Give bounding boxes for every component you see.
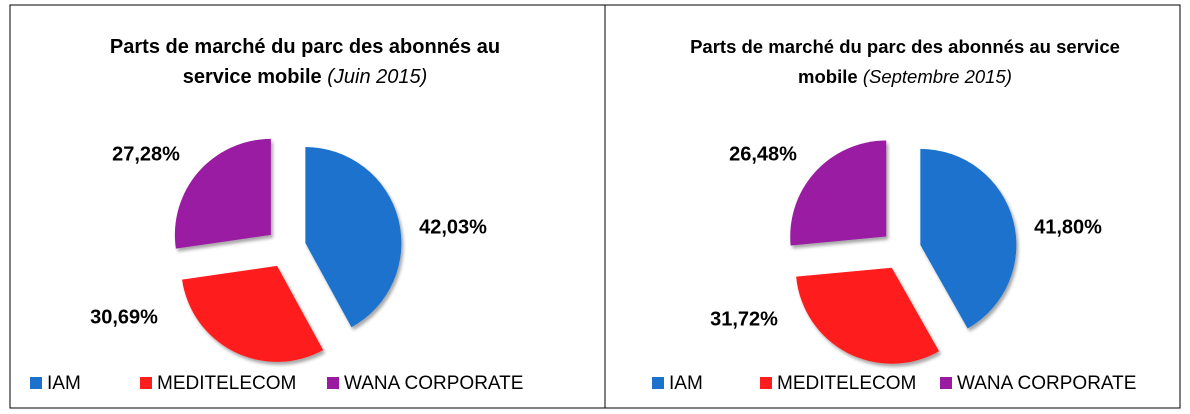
pie-slice [790, 140, 887, 246]
pie-slice [305, 147, 402, 328]
legend-swatch [140, 377, 152, 389]
legend-label: IAM [47, 373, 81, 394]
pie-slice [920, 148, 1017, 329]
pie-slice [182, 265, 324, 362]
legend-label: WANA CORPORATE [344, 373, 523, 394]
legend-swatch [30, 377, 42, 389]
data-label: 27,28% [112, 143, 180, 165]
legend-label: IAM [669, 373, 703, 394]
data-label: 31,72% [710, 308, 778, 330]
subtitle: (Septembre 2015) [862, 66, 1012, 87]
data-label: 30,69% [90, 306, 158, 328]
subtitle: (Juin 2015) [327, 66, 428, 88]
title-text: Parts de marché du parc des abonnés au s… [690, 36, 1120, 87]
data-label: 42,03% [419, 216, 487, 238]
chart-title: Parts de marché du parc des abonnés au s… [100, 32, 510, 92]
legend-label: MEDITELECOM [777, 373, 916, 394]
legend-label: MEDITELECOM [157, 373, 296, 394]
data-label: 26,48% [729, 143, 797, 165]
pie-slice [174, 138, 271, 249]
title-text: Parts de marché du parc des abonnés au s… [109, 36, 501, 88]
legend-label: WANA CORPORATE [957, 373, 1136, 394]
legend-swatch [327, 377, 339, 389]
chart-title: Parts de marché du parc des abonnés au s… [670, 32, 1140, 92]
frame [9, 4, 1181, 409]
data-label: 41,80% [1034, 216, 1102, 238]
pie-slice [796, 267, 940, 364]
legend-swatch [652, 377, 664, 389]
legend-swatch [940, 377, 952, 389]
legend-swatch [760, 377, 772, 389]
